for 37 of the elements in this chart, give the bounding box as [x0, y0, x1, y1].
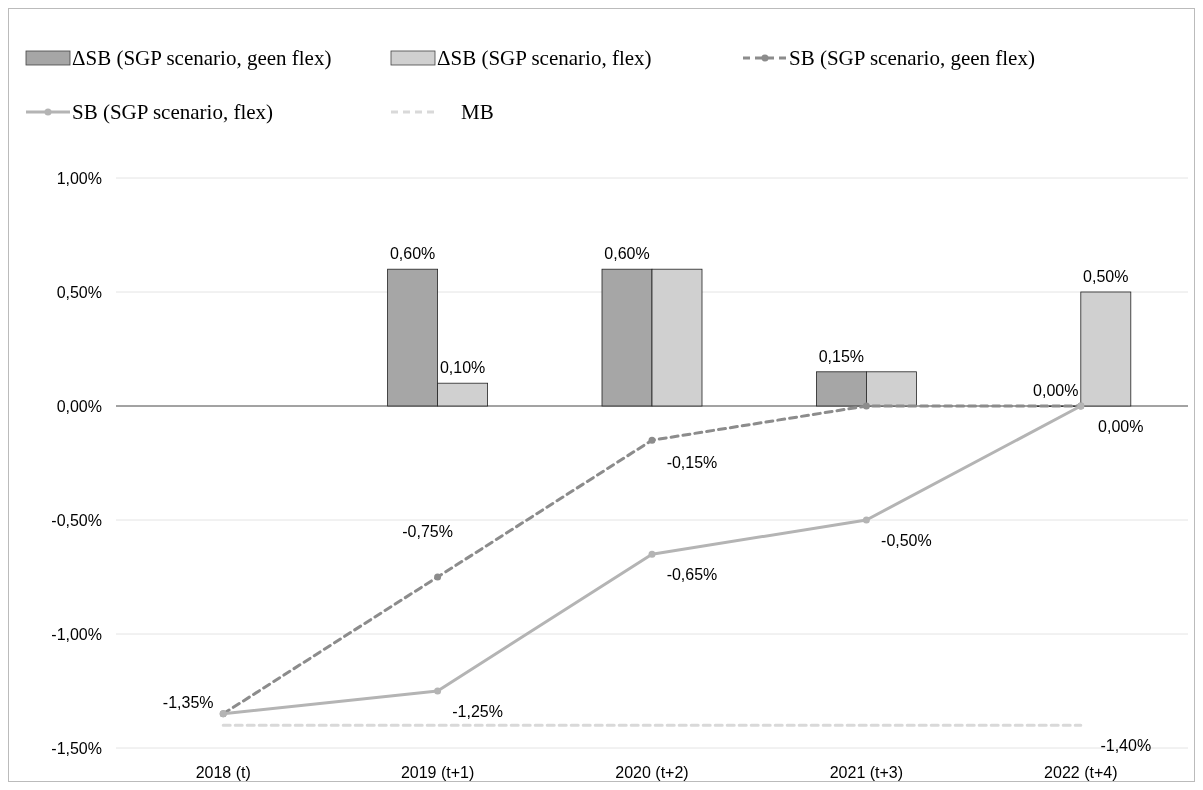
y-tick-label: 1,00% — [56, 169, 102, 187]
y-tick-label: 0,50% — [56, 283, 102, 301]
point — [862, 516, 870, 524]
data-label: 0,50% — [1083, 268, 1129, 285]
x-tick-label: 2021 (t+3) — [829, 764, 904, 781]
data-label: -1,25% — [452, 703, 503, 720]
data-label: -0,50% — [881, 532, 932, 549]
data-label: 0,10% — [439, 359, 486, 377]
x-tick-label: 2019 (t+1) — [400, 764, 475, 781]
point — [434, 573, 442, 581]
legend-label: ΔSB (SGP scenario, geen flex) — [72, 46, 332, 71]
x-tick-label: 2018 (t) — [195, 764, 251, 781]
x-tick-label: 2022 (t+4) — [1044, 764, 1118, 781]
y-tick-label: -1,50% — [51, 739, 102, 757]
data-label: 0,00% — [1033, 382, 1079, 399]
data-label: 0,60% — [389, 245, 436, 263]
data-label: -0,15% — [666, 454, 718, 472]
point — [862, 402, 870, 410]
point — [434, 687, 442, 695]
bar — [1080, 291, 1132, 407]
data-label: 0,00% — [1098, 418, 1144, 435]
data-label: -1,35% — [162, 693, 214, 711]
y-tick-label: -1,00% — [51, 625, 102, 643]
legend-label: MB — [461, 100, 494, 125]
point — [648, 550, 656, 558]
data-label: -0,65% — [666, 566, 718, 584]
legend-label: SB (SGP scenario, flex) — [72, 100, 274, 125]
legend-label: ΔSB (SGP scenario, flex) — [437, 46, 652, 71]
x-tick-label: 2020 (t+2) — [615, 764, 689, 781]
data-label: 0,60% — [604, 245, 650, 263]
y-tick-label: 0,00% — [56, 397, 102, 415]
point — [648, 436, 656, 444]
data-label: -1,40% — [1100, 737, 1152, 755]
y-tick-label: -0,50% — [51, 511, 102, 529]
data-label: 0,15% — [818, 347, 865, 365]
data-label: -0,75% — [402, 523, 453, 540]
legend-label: SB (SGP scenario, geen flex) — [789, 46, 1035, 71]
